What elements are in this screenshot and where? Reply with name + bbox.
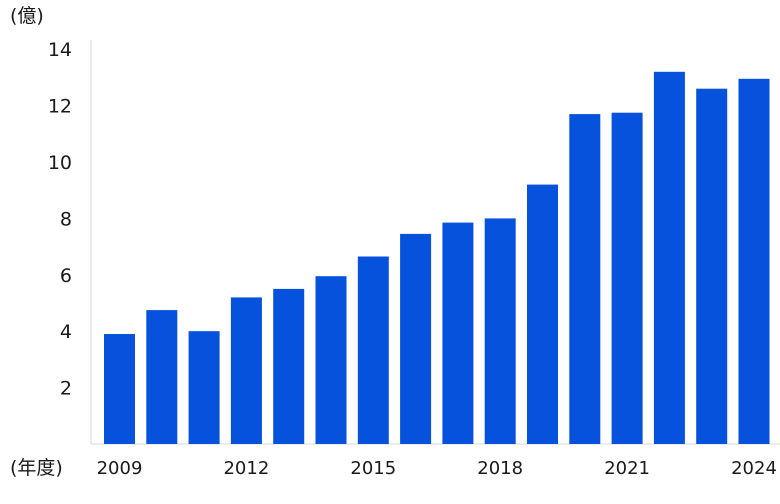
- bar-2020: [569, 114, 601, 444]
- x-tick-label: 2021: [604, 458, 650, 479]
- x-tick-label: 2015: [350, 458, 396, 479]
- bar-2024: [738, 78, 770, 445]
- bar-2023: [696, 88, 728, 444]
- bar-2009: [104, 334, 135, 444]
- y-tick-label: 4: [60, 321, 72, 343]
- y-tick-label: 10: [48, 152, 72, 174]
- bar-2014: [315, 276, 347, 444]
- x-tick-label: 2024: [731, 458, 777, 479]
- y-axis-unit-label: (億): [10, 5, 44, 27]
- bar-2015: [357, 256, 389, 444]
- bar-2018: [484, 218, 516, 444]
- bar-2016: [400, 233, 432, 444]
- x-tick-label: 2009: [97, 458, 143, 479]
- y-tick-label: 12: [48, 96, 72, 118]
- x-axis-unit-label: (年度): [10, 457, 63, 479]
- y-axis-ticks: 2 4 6 8 10 12 14: [48, 39, 72, 399]
- bar-2019: [527, 184, 558, 444]
- bar-2021: [611, 112, 643, 444]
- x-tick-label: 2012: [223, 458, 269, 479]
- x-tick-label: 2018: [477, 458, 523, 479]
- y-tick-label: 14: [48, 39, 72, 61]
- y-tick-label: 6: [60, 265, 72, 287]
- bar-2011: [188, 331, 220, 444]
- bar-series: [104, 71, 770, 445]
- bar-2010: [146, 310, 178, 444]
- bar-2013: [273, 288, 305, 444]
- bar-2017: [442, 222, 474, 444]
- bar-2022: [653, 71, 685, 445]
- y-tick-label: 8: [60, 208, 72, 230]
- bar-2012: [230, 297, 262, 444]
- y-tick-label: 2: [60, 378, 72, 400]
- x-axis-ticks: 2009 2012 2015 2018 2021 2024: [97, 458, 777, 479]
